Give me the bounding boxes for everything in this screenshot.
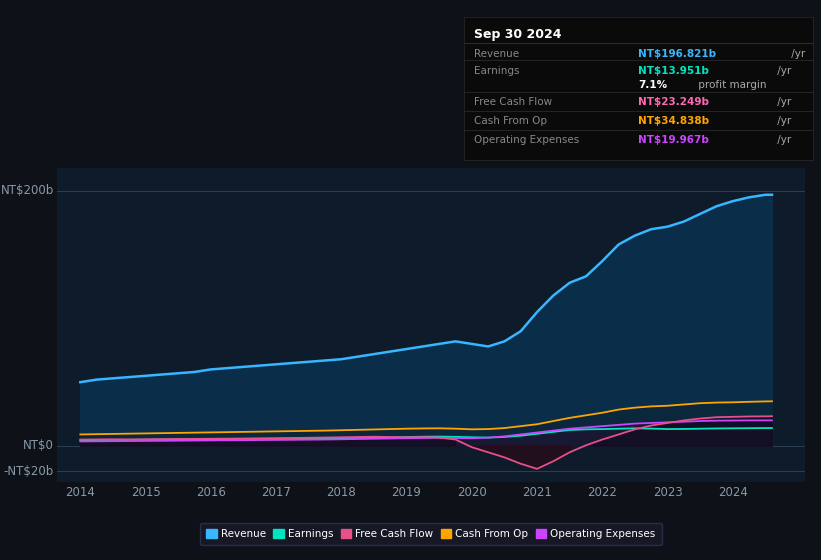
- Text: profit margin: profit margin: [695, 80, 766, 90]
- Text: NT$13.951b: NT$13.951b: [639, 66, 709, 76]
- Text: NT$0: NT$0: [23, 440, 53, 452]
- Text: /yr: /yr: [774, 134, 791, 144]
- Text: Free Cash Flow: Free Cash Flow: [475, 97, 553, 108]
- Text: NT$34.838b: NT$34.838b: [639, 116, 709, 126]
- Text: /yr: /yr: [774, 116, 791, 126]
- Text: Revenue: Revenue: [475, 49, 520, 59]
- Legend: Revenue, Earnings, Free Cash Flow, Cash From Op, Operating Expenses: Revenue, Earnings, Free Cash Flow, Cash …: [200, 523, 662, 545]
- Text: /yr: /yr: [787, 49, 805, 59]
- Text: Operating Expenses: Operating Expenses: [475, 134, 580, 144]
- Text: NT$196.821b: NT$196.821b: [639, 49, 717, 59]
- Text: /yr: /yr: [774, 97, 791, 108]
- Text: /yr: /yr: [774, 66, 791, 76]
- Text: NT$23.249b: NT$23.249b: [639, 97, 709, 108]
- Text: NT$19.967b: NT$19.967b: [639, 134, 709, 144]
- Text: Earnings: Earnings: [475, 66, 520, 76]
- Text: Sep 30 2024: Sep 30 2024: [475, 28, 562, 41]
- Text: -NT$20b: -NT$20b: [3, 465, 53, 478]
- Text: 7.1%: 7.1%: [639, 80, 667, 90]
- Text: Cash From Op: Cash From Op: [475, 116, 548, 126]
- Text: NT$200b: NT$200b: [1, 184, 53, 198]
